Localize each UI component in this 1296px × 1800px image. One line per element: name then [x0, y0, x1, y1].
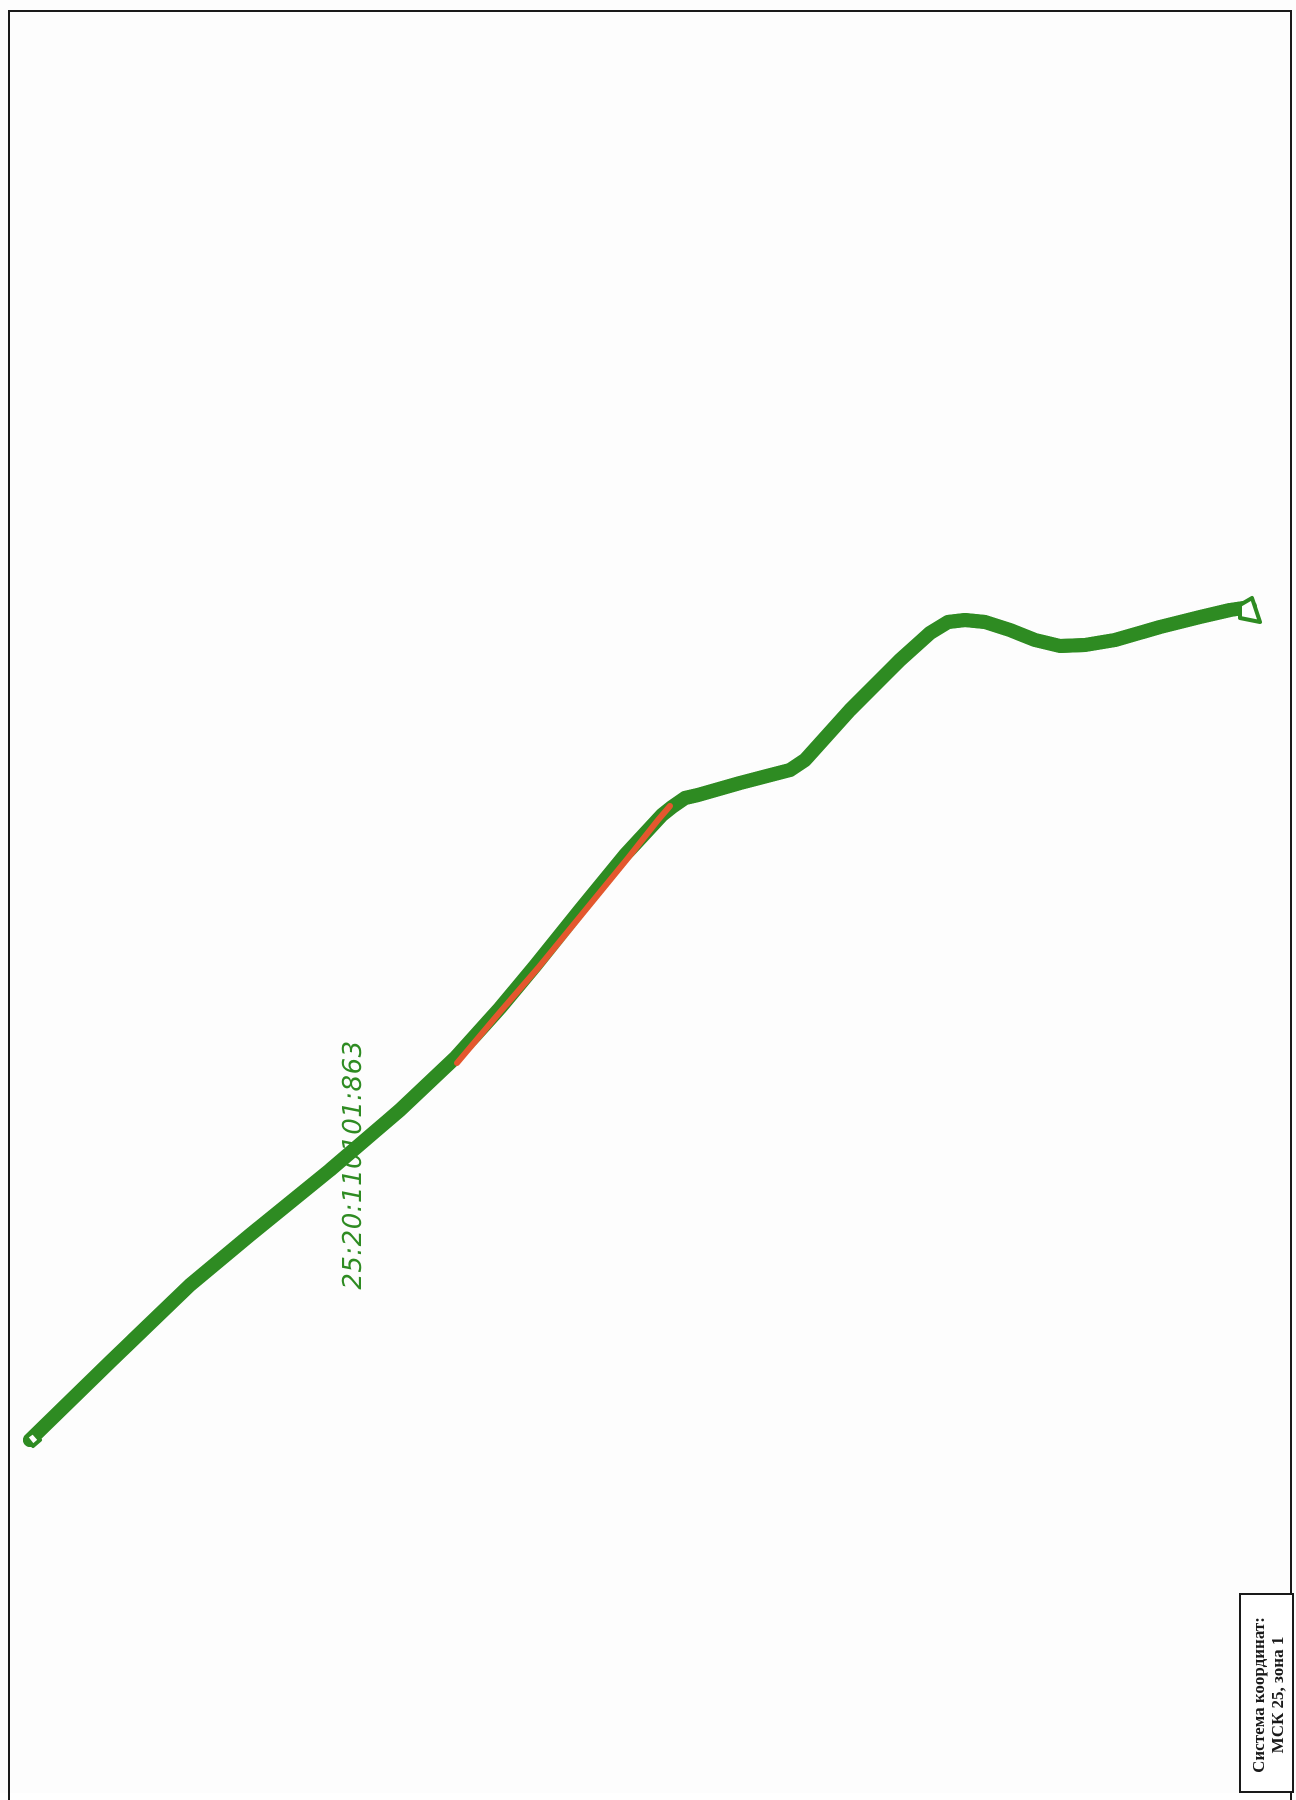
coordinate-system-text: Система координат: МСК 25, зона 1	[1249, 1617, 1287, 1773]
highlighted-boundary-segment	[454, 803, 673, 1066]
coordinate-system-box: Система координат: МСК 25, зона 1	[1239, 1593, 1294, 1793]
coordinate-system-title: Система координат:	[1249, 1617, 1268, 1773]
coordinate-system-zone: МСК 25, зона 1	[1268, 1636, 1287, 1754]
map-frame	[8, 10, 1292, 1800]
parcel-outline	[23, 596, 1262, 1448]
cadastral-number-label: 25:20:110101:863	[338, 1040, 368, 1290]
